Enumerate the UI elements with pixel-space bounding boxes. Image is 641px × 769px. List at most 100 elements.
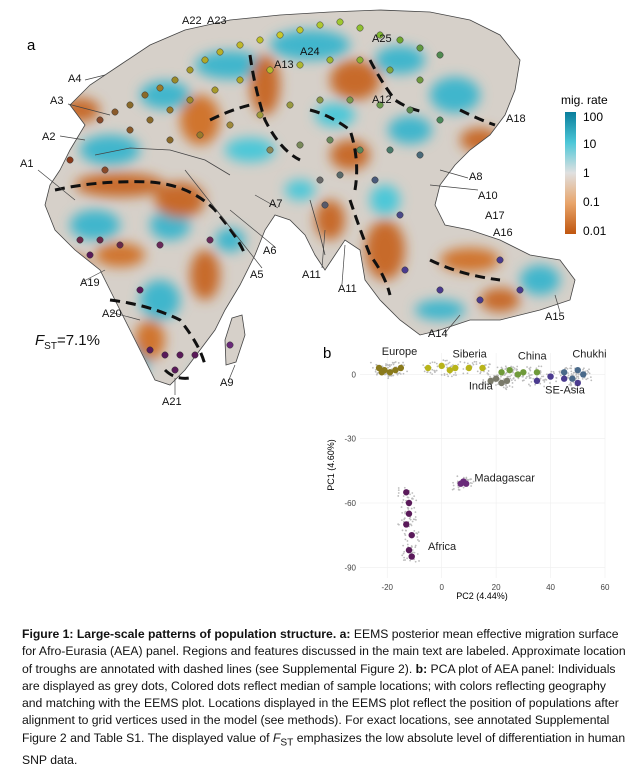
region-label-a17: A17 <box>485 210 505 222</box>
pca-individual-dot <box>475 363 478 366</box>
pca-individual-dot <box>400 506 403 508</box>
pca-individual-dot <box>559 374 562 377</box>
pca-individual-dot <box>504 373 506 376</box>
pca-individual-dot <box>499 378 501 381</box>
pca-population-dot <box>424 364 432 372</box>
pca-individual-dot <box>451 375 453 378</box>
pca-individual-dot <box>530 380 533 383</box>
pca-individual-dot <box>411 549 414 551</box>
pca-individual-dot <box>479 371 482 373</box>
pca-x-ticks: -20 0 20 40 60 <box>381 583 610 592</box>
pca-individual-dot <box>375 373 378 376</box>
pca-individual-dot <box>488 363 491 366</box>
pca-individual-dot <box>502 386 505 389</box>
pca-individual-dot <box>566 367 569 370</box>
pca-individual-dot <box>462 476 465 479</box>
pca-annotation-siberia: Siberia <box>453 348 488 360</box>
pca-individual-dot <box>410 507 413 510</box>
pca-individual-dot <box>517 377 520 380</box>
pca-individual-dot <box>413 506 416 509</box>
pca-plot-area <box>360 353 605 578</box>
pca-individual-dot <box>588 368 590 371</box>
pca-individual-dot <box>575 387 578 390</box>
pca-individual-dot <box>447 362 450 365</box>
pca-individual-dot <box>516 365 519 368</box>
caption-tail: emphasizes the low absolute level of dif… <box>22 730 626 767</box>
pca-individual-dot <box>406 543 409 546</box>
pca-individual-dot <box>549 382 551 384</box>
pca-individual-dot <box>570 370 573 373</box>
pca-individual-dot <box>429 362 432 365</box>
pca-y-tick-label: -90 <box>344 563 356 572</box>
pca-individual-dot <box>415 499 418 502</box>
pca-population-dot <box>446 366 454 374</box>
pca-population-dot <box>498 369 505 376</box>
pca-individual-dot <box>476 370 479 373</box>
pca-individual-dot <box>423 370 426 373</box>
pca-individual-dot <box>528 374 531 377</box>
pca-x-tick-label: 20 <box>492 583 501 592</box>
pca-individual-dot <box>402 544 405 547</box>
pca-individual-dot <box>413 495 416 498</box>
pca-individual-dot <box>508 385 511 387</box>
pca-individual-dot <box>408 517 411 520</box>
caption-a-text: EEMS posterior mean effective migration … <box>22 627 626 676</box>
pca-individual-dot <box>530 373 533 376</box>
pca-individual-dot <box>418 540 420 542</box>
region-label-a12: A12 <box>372 94 392 106</box>
pca-individual-dot <box>570 384 572 387</box>
pca-individual-dot <box>403 550 406 553</box>
pca-population-dot <box>438 362 445 370</box>
label-leaders <box>37 74 561 395</box>
pca-individual-dot <box>586 377 589 380</box>
region-label-a8: A8 <box>469 171 482 183</box>
pca-individual-dot <box>417 531 420 534</box>
pca-population-dot <box>479 364 486 372</box>
pca-individual-dots <box>369 359 593 563</box>
pca-annotation-india: India <box>469 380 494 392</box>
panel-b-letter: b <box>323 345 331 362</box>
pca-individual-dot <box>465 476 468 479</box>
pca-individual-dot <box>590 379 593 382</box>
panel-a-letter: a <box>27 37 36 54</box>
pca-individual-dot <box>587 371 590 373</box>
pca-individual-dot <box>456 475 459 478</box>
pca-plot: -20 0 20 40 60 0 -30 -60 -90 Europe Siberia China… <box>326 346 610 601</box>
pca-individual-dot <box>445 363 448 366</box>
pca-individual-dot <box>402 552 405 555</box>
pca-individual-dot <box>504 368 507 370</box>
pca-individual-dot <box>511 382 514 384</box>
pca-population-dot <box>465 364 473 372</box>
region-label-a4: A4 <box>68 73 81 85</box>
pca-individual-dot <box>398 523 400 526</box>
region-label-a7: A7 <box>269 198 282 210</box>
pca-individual-dot <box>374 370 377 373</box>
pca-individual-dot <box>393 361 396 364</box>
legend-title: mig. rate <box>561 93 608 107</box>
pca-individual-dot <box>544 378 547 381</box>
pca-individual-dot <box>411 497 414 500</box>
pca-individual-dot <box>500 366 503 369</box>
pca-individual-dot <box>455 374 457 376</box>
pca-individual-dot <box>589 376 592 379</box>
pca-population-dot <box>547 373 554 380</box>
pca-population-dot <box>520 369 527 376</box>
pca-individual-dot <box>527 383 530 386</box>
pca-population-dot <box>569 375 576 382</box>
pca-individual-dot <box>414 544 417 547</box>
pca-annotations: Europe Siberia China Chukhi India SE-Asia Mada… <box>382 346 607 553</box>
pca-annotation-africa: Africa <box>428 541 457 553</box>
region-label-a22: A22 <box>182 15 202 27</box>
pca-population-dot <box>405 546 413 554</box>
pca-individual-dot <box>540 365 543 368</box>
pca-individual-dot <box>433 361 436 364</box>
pca-individual-dot <box>578 373 580 375</box>
pca-individual-dot <box>406 540 409 542</box>
pca-population-dot <box>403 489 410 496</box>
pca-individual-dot <box>440 373 443 376</box>
pca-population-dot <box>386 369 394 376</box>
pca-individual-dot <box>452 481 454 484</box>
pca-individual-dot <box>403 556 406 559</box>
pca-individual-dot <box>550 370 553 373</box>
pca-individual-dot <box>397 372 400 375</box>
